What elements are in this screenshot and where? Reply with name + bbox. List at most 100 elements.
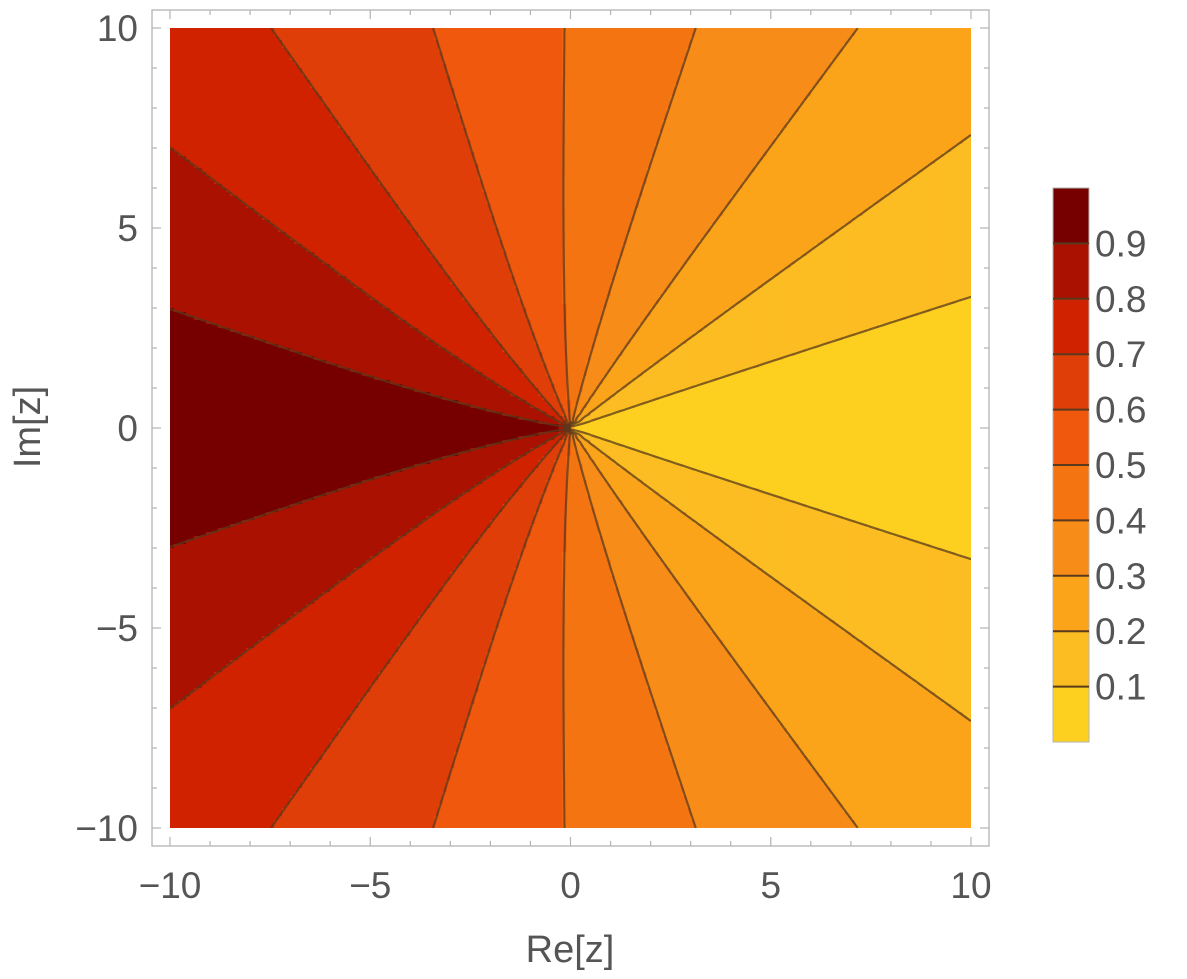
contour-band-cell: [174, 284, 179, 289]
contour-band-cell: [198, 540, 203, 545]
contour-band-cell: [218, 72, 223, 77]
contour-band-cell: [182, 64, 187, 69]
contour-band-cell: [214, 496, 219, 501]
contour-band-cell: [174, 100, 179, 105]
contour-band-cell: [198, 776, 203, 781]
contour-band-cell: [202, 188, 207, 193]
contour-band-cell: [186, 500, 191, 505]
contour-band-cell: [182, 316, 187, 321]
contour-band-cell: [218, 644, 223, 649]
contour-band-cell: [214, 352, 219, 357]
contour-band-cell: [198, 300, 203, 305]
contour-band-cell: [190, 132, 195, 137]
contour-band-cell: [210, 316, 215, 321]
contour-band-cell: [214, 64, 219, 69]
contour-band-cell: [214, 612, 219, 617]
contour-band-cell: [178, 276, 183, 281]
contour-band-cell: [198, 360, 203, 365]
contour-band-cell: [174, 168, 179, 173]
contour-band-cell: [190, 568, 195, 573]
contour-band-cell: [178, 812, 183, 817]
contour-band-cell: [198, 632, 203, 637]
contour-band-cell: [182, 460, 187, 465]
contour-band-cell: [218, 628, 223, 633]
contour-band-cell: [194, 824, 199, 829]
contour-band-cell: [194, 612, 199, 617]
contour-band-cell: [170, 60, 175, 65]
contour-band-cell: [210, 544, 215, 549]
contour-band-cell: [206, 548, 211, 553]
contour-band-cell: [178, 716, 183, 721]
contour-band-cell: [174, 524, 179, 529]
contour-band-cell: [186, 800, 191, 805]
contour-band-cell: [214, 740, 219, 745]
contour-band-cell: [214, 736, 219, 741]
contour-band-cell: [206, 432, 211, 437]
contour-band-cell: [218, 220, 223, 225]
contour-band-cell: [206, 340, 211, 345]
contour-band-cell: [190, 512, 195, 517]
contour-band-cell: [198, 652, 203, 657]
contour-band-cell: [214, 264, 219, 269]
contour-band-cell: [174, 376, 179, 381]
contour-band-cell: [174, 44, 179, 49]
contour-band-cell: [194, 156, 199, 161]
contour-band-cell: [186, 440, 191, 445]
contour-band-cell: [206, 144, 211, 149]
contour-band-cell: [218, 576, 223, 581]
contour-band-cell: [210, 128, 215, 133]
contour-band-cell: [174, 572, 179, 577]
contour-band-cell: [194, 448, 199, 453]
contour-band-cell: [174, 608, 179, 613]
contour-band-cell: [218, 548, 223, 553]
contour-band-cell: [194, 300, 199, 305]
contour-band-cell: [186, 172, 191, 177]
contour-band-cell: [206, 560, 211, 565]
contour-band-cell: [206, 552, 211, 557]
contour-band-cell: [170, 352, 175, 357]
contour-band-cell: [214, 712, 219, 717]
contour-band-cell: [170, 504, 175, 509]
contour-band-cell: [202, 596, 207, 601]
contour-band-cell: [190, 128, 195, 133]
contour-band-cell: [214, 440, 219, 445]
contour-band-cell: [174, 264, 179, 269]
contour-band-cell: [178, 76, 183, 81]
contour-band-cell: [170, 556, 175, 561]
contour-band-cell: [170, 508, 175, 513]
contour-band-cell: [202, 824, 207, 829]
contour-band-cell: [210, 308, 215, 313]
contour-band-cell: [210, 780, 215, 785]
contour-band-cell: [198, 792, 203, 797]
contour-band-cell: [198, 656, 203, 661]
contour-band-cell: [214, 572, 219, 577]
contour-band-cell: [214, 156, 219, 161]
contour-band-cell: [182, 616, 187, 621]
contour-band-cell: [206, 624, 211, 629]
contour-band-cell: [182, 88, 187, 93]
contour-band-cell: [206, 580, 211, 585]
contour-band-cell: [194, 76, 199, 81]
contour-band-cell: [190, 420, 195, 425]
contour-band-cell: [178, 820, 183, 825]
contour-band-cell: [178, 460, 183, 465]
contour-band-cell: [182, 92, 187, 97]
contour-band-cell: [210, 108, 215, 113]
contour-band-cell: [190, 360, 195, 365]
contour-band-cell: [210, 204, 215, 209]
contour-band-cell: [218, 552, 223, 557]
contour-band-cell: [210, 340, 215, 345]
contour-band-cell: [214, 72, 219, 77]
contour-band-cell: [170, 108, 175, 113]
contour-band-cell: [178, 660, 183, 665]
contour-band-cell: [214, 96, 219, 101]
contour-band-cell: [206, 80, 211, 85]
contour-band-cell: [202, 216, 207, 221]
contour-band-cell: [198, 304, 203, 309]
contour-band-cell: [202, 148, 207, 153]
contour-band-cell: [210, 376, 215, 381]
contour-band-cell: [170, 316, 175, 321]
contour-band-cell: [194, 640, 199, 645]
contour-band-cell: [178, 232, 183, 237]
contour-band-cell: [194, 496, 199, 501]
